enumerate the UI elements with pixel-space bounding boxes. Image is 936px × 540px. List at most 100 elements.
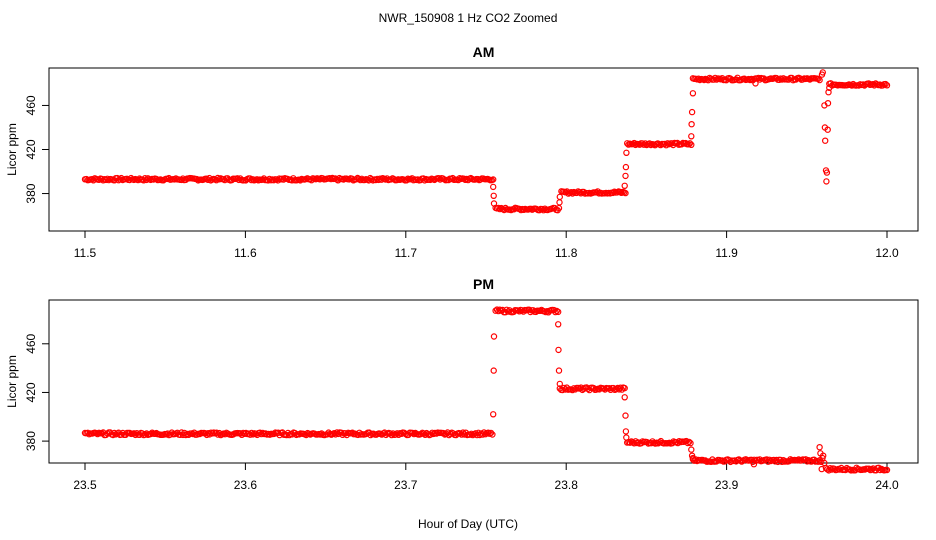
- data-point: [646, 140, 653, 147]
- data-point: [622, 428, 630, 435]
- data-point: [818, 458, 825, 465]
- data-point: [490, 176, 497, 183]
- data-point: [688, 120, 695, 128]
- data-point: [333, 429, 341, 436]
- data-point: [576, 188, 583, 196]
- data-point: [569, 190, 576, 197]
- data-series: [81, 69, 891, 214]
- data-point: [621, 394, 628, 401]
- data-point: [685, 438, 693, 446]
- panel-pm: PM Licor ppm 23.5 23.6 23.7 23.8 23.9 24.0 380 42…: [5, 276, 919, 492]
- data-point: [584, 385, 592, 393]
- data-point: [178, 176, 185, 184]
- data-point: [815, 75, 822, 83]
- data-point: [556, 193, 564, 201]
- data-point: [695, 75, 702, 82]
- data-point: [94, 430, 101, 438]
- data-point: [822, 137, 829, 144]
- data-point: [820, 452, 827, 459]
- data-point: [621, 182, 628, 189]
- data-point: [248, 429, 255, 437]
- data-point: [712, 74, 719, 82]
- data-point: [447, 430, 454, 438]
- data-point: [398, 430, 405, 437]
- data-point: [409, 429, 416, 437]
- x-tick-label: 23.6: [234, 478, 258, 492]
- y-tick-label: 380: [24, 183, 38, 203]
- y-axis-title: Licor ppm: [5, 355, 19, 408]
- data-point: [389, 430, 397, 437]
- y-tick-label: 460: [24, 95, 38, 115]
- data-point: [752, 80, 759, 87]
- data-point: [490, 333, 498, 340]
- data-point: [700, 76, 708, 84]
- y-tick-label: 420: [24, 382, 38, 402]
- data-point: [420, 430, 427, 437]
- data-point: [642, 140, 649, 147]
- data-point: [713, 76, 720, 83]
- data-point: [750, 461, 758, 468]
- data-point: [823, 169, 831, 176]
- data-point: [249, 431, 257, 438]
- x-tick-label: 12.0: [875, 246, 899, 260]
- data-point: [552, 308, 559, 316]
- data-point: [622, 172, 629, 180]
- plot-frame: [48, 67, 919, 232]
- data-point: [688, 133, 695, 140]
- data-point: [622, 163, 630, 171]
- data-point: [882, 80, 889, 88]
- data-point: [741, 75, 748, 82]
- data-point: [816, 444, 823, 451]
- data-point: [868, 466, 876, 473]
- data-point: [821, 459, 828, 467]
- data-point: [435, 174, 442, 182]
- data-point: [556, 199, 563, 206]
- data-point: [141, 174, 149, 182]
- data-point: [622, 412, 629, 419]
- data-point: [689, 90, 697, 97]
- data-point: [626, 439, 634, 446]
- data-point: [610, 384, 617, 392]
- data-point: [555, 321, 562, 328]
- x-tick-label: 24.0: [875, 478, 899, 492]
- data-point: [621, 384, 628, 392]
- data-point: [688, 141, 695, 148]
- data-point: [609, 189, 617, 197]
- x-tick-label: 11.7: [395, 246, 418, 260]
- data-point: [825, 88, 832, 96]
- y-tick-label: 420: [24, 139, 38, 159]
- data-point: [780, 75, 787, 82]
- data-point: [153, 175, 160, 183]
- data-point: [827, 465, 834, 472]
- data-point: [490, 411, 497, 418]
- panel-title: AM: [473, 44, 495, 60]
- data-point: [297, 177, 304, 184]
- data-point: [687, 439, 694, 447]
- data-point: [818, 465, 825, 473]
- data-point: [556, 380, 564, 388]
- x-tick-label: 23.9: [715, 478, 739, 492]
- plot-frame: [48, 299, 919, 464]
- data-point: [824, 99, 832, 107]
- data-point: [132, 431, 139, 439]
- data-point: [388, 431, 395, 439]
- data-point: [118, 431, 125, 438]
- data-point: [378, 176, 385, 183]
- data-point: [480, 429, 488, 436]
- data-point: [623, 149, 630, 156]
- x-tick-label: 23.7: [394, 478, 418, 492]
- panel-am: AM Licor ppm 11.5 11.6 11.7 11.8 11.9 12.0 380 42…: [5, 44, 919, 260]
- data-point: [640, 141, 648, 148]
- data-point: [688, 108, 696, 116]
- data-point: [489, 431, 496, 438]
- data-point: [656, 439, 663, 446]
- figure-title: NWR_150908 1 Hz CO2 Zoomed: [379, 11, 558, 25]
- data-point: [883, 82, 891, 89]
- data-point: [104, 175, 111, 182]
- data-point: [688, 446, 695, 453]
- data-point: [816, 76, 823, 84]
- y-tick-label: 460: [24, 333, 38, 353]
- x-axis-title: Hour of Day (UTC): [418, 517, 518, 531]
- x-tick-label: 11.9: [715, 246, 738, 260]
